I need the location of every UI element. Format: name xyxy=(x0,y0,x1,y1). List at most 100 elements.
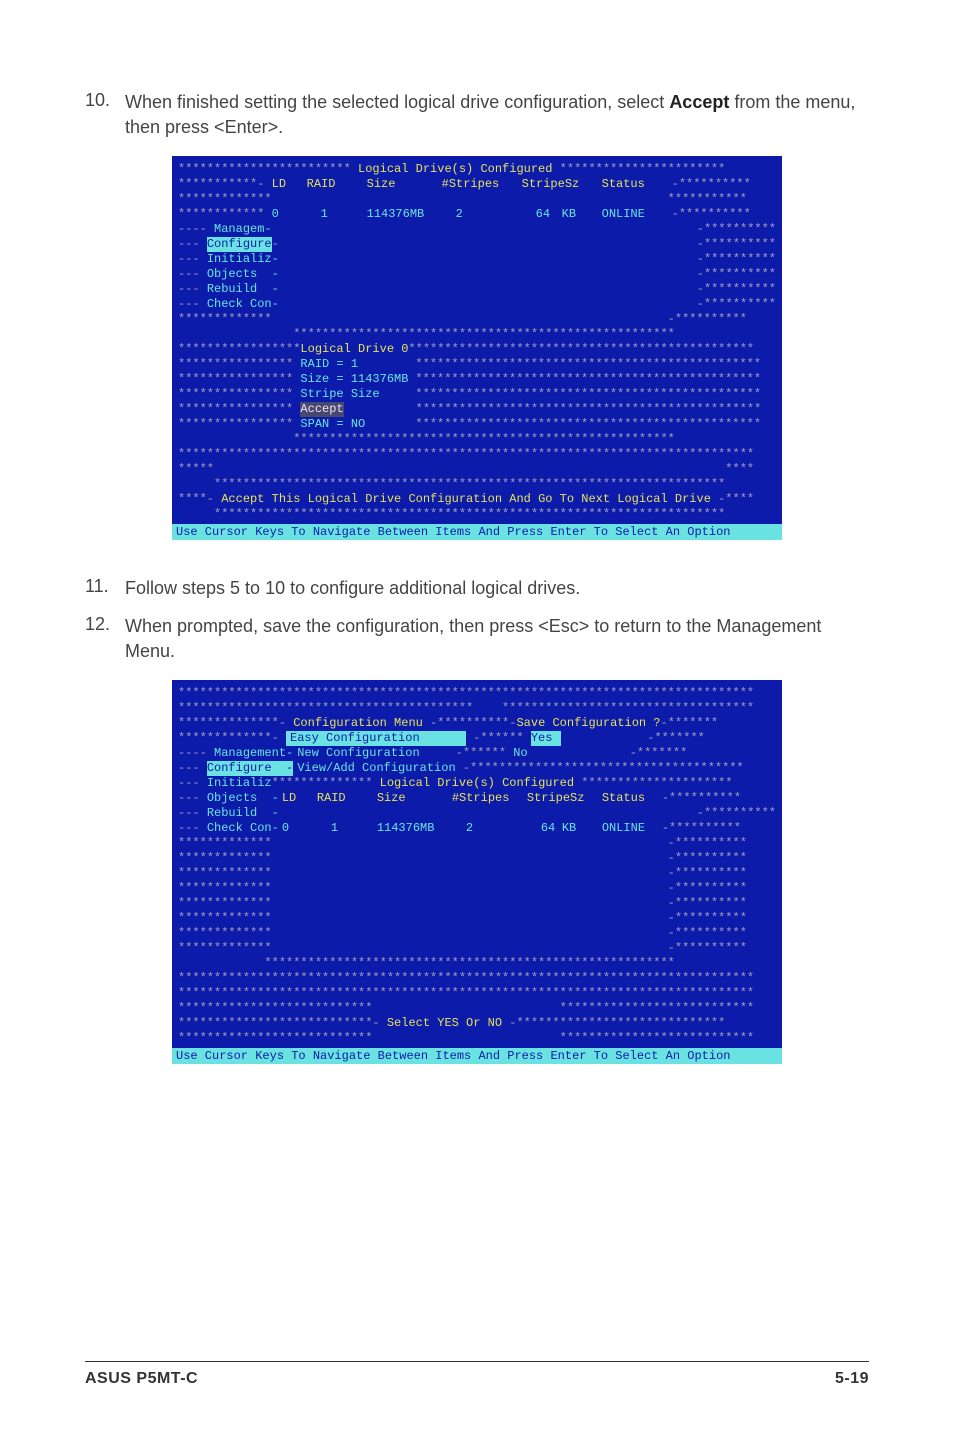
hdr-stripes: #Stripes xyxy=(442,177,522,192)
menu-item: Managem- xyxy=(214,222,272,237)
title-left: ************************ xyxy=(178,162,351,177)
ld-panel-line: Size = 114376MB xyxy=(300,372,415,387)
row-size: 114376MB xyxy=(377,821,452,836)
hdr-raid: RAID xyxy=(307,177,367,192)
border: --- xyxy=(178,791,207,806)
border: *************- xyxy=(178,731,286,746)
hdr-stripesz: StripeSz xyxy=(527,791,602,806)
border: -********** xyxy=(662,791,741,806)
step-number: 12. xyxy=(85,614,125,664)
border: ************* -********** xyxy=(178,941,747,956)
step-text-bold: Accept xyxy=(669,92,729,112)
step-text: When finished setting the selected logic… xyxy=(125,90,869,140)
menu-item: Initializ- xyxy=(207,252,279,267)
border: ****************************************… xyxy=(178,956,754,971)
ld-panel-line: SPAN = NO xyxy=(300,417,415,432)
border: --- xyxy=(178,821,207,836)
row-ssz-a: 64 xyxy=(522,207,562,222)
menu-item: Check Con- xyxy=(207,297,279,312)
border: ---- xyxy=(178,746,214,761)
hdr-raid: RAID xyxy=(317,791,377,806)
row-ld: 0 xyxy=(282,821,317,836)
save-yes: Yes xyxy=(531,731,561,746)
border: ************ xyxy=(178,207,272,222)
step-text: When prompted, save the configuration, t… xyxy=(125,614,869,664)
row-ssz-b: KB xyxy=(562,821,602,836)
border: ****************************************… xyxy=(178,701,754,716)
cfg-menu-item-selected: Easy Configuration xyxy=(286,731,466,746)
border: --- xyxy=(178,267,207,282)
border: -****** xyxy=(466,731,531,746)
border: **************** xyxy=(178,402,300,417)
border: ************* -********** xyxy=(178,851,747,866)
bios-hint-bar: Use Cursor Keys To Navigate Between Item… xyxy=(172,524,782,540)
border: -********** xyxy=(697,237,776,252)
border: ****************************************… xyxy=(178,507,754,522)
select-prompt: Select YES Or NO xyxy=(387,1016,502,1031)
ld-panel-line: RAID = 1 xyxy=(300,357,415,372)
border: ***** **** xyxy=(178,462,754,477)
border: -****** xyxy=(420,746,514,761)
hdr-stripesz: StripeSz xyxy=(522,177,602,192)
bios-screenshot-2: ************** **************************… xyxy=(85,680,869,1064)
row-stripes: 2 xyxy=(452,821,527,836)
border: ************* -********** xyxy=(178,312,747,327)
ld-title-left: ************** xyxy=(272,776,373,791)
row-status: ONLINE xyxy=(602,207,672,222)
title-mid: Logical Drive(s) Configured xyxy=(351,162,560,177)
border: -************************************** xyxy=(456,761,744,776)
hdr-stripes: #Stripes xyxy=(452,791,527,806)
border: ****************************************… xyxy=(408,342,754,357)
border: ****************************************… xyxy=(415,387,761,402)
border: ****************************************… xyxy=(178,986,754,1001)
border: **************** xyxy=(178,387,300,402)
border: --- xyxy=(178,806,207,821)
row-ssz-b: KB xyxy=(562,207,602,222)
border: --- xyxy=(178,297,207,312)
border: --- xyxy=(178,282,207,297)
border: ****************************************… xyxy=(178,686,754,701)
border: ****************************************… xyxy=(178,327,754,342)
footer-left: ASUS P5MT-C xyxy=(85,1370,198,1388)
step-number: 11. xyxy=(85,576,125,601)
border: -******* xyxy=(661,716,719,731)
border: **************** xyxy=(178,357,300,372)
ld-panel-title: Logical Drive 0 xyxy=(300,342,408,357)
border: -******* xyxy=(561,731,705,746)
save-title: Save Configuration ? xyxy=(516,716,660,731)
bios-box-2: ************** **************************… xyxy=(172,680,782,1048)
pad xyxy=(344,402,416,417)
accept-prompt: Accept This Logical Drive Configuration … xyxy=(221,492,711,507)
step-12: 12. When prompted, save the configuratio… xyxy=(85,614,869,664)
bios-hint-bar: Use Cursor Keys To Navigate Between Item… xyxy=(172,1048,782,1064)
menu-item-selected: Configure xyxy=(207,237,272,252)
border: --- xyxy=(178,237,207,252)
border: ****- xyxy=(178,492,221,507)
border: --- xyxy=(178,252,207,267)
border: *************************** ************… xyxy=(178,1001,754,1016)
border: **************** xyxy=(178,417,300,432)
border: ****************************************… xyxy=(178,447,754,462)
ld-panel-accept: Accept xyxy=(300,402,343,417)
step-11: 11. Follow steps 5 to 10 to configure ad… xyxy=(85,576,869,601)
border: ************* -********** xyxy=(178,926,747,941)
border: ************* -********** xyxy=(178,866,747,881)
ld-title-mid: Logical Drive(s) Configured xyxy=(372,776,581,791)
row-stripes: 2 xyxy=(442,207,522,222)
left-menu-item: Initializ xyxy=(207,776,272,791)
border: **************- xyxy=(178,716,293,731)
page-footer: ASUS P5MT-C 5-19 xyxy=(85,1361,869,1388)
border: ************* -********** xyxy=(178,911,747,926)
border: ---- xyxy=(178,222,214,237)
border: -********** xyxy=(697,267,776,282)
save-no: No xyxy=(513,746,543,761)
row-raid: 1 xyxy=(317,821,377,836)
cfg-menu-title: Configuration Menu xyxy=(293,716,423,731)
border: ***************************- xyxy=(178,1016,387,1031)
menu-item: Objects - xyxy=(207,267,279,282)
cfg-menu-item: New Configuration xyxy=(293,746,419,761)
menu-item: Rebuild - xyxy=(207,282,279,297)
hdr-ld: LD xyxy=(272,177,307,192)
hdr-status: Status xyxy=(602,177,672,192)
border: ****************************************… xyxy=(178,971,754,986)
